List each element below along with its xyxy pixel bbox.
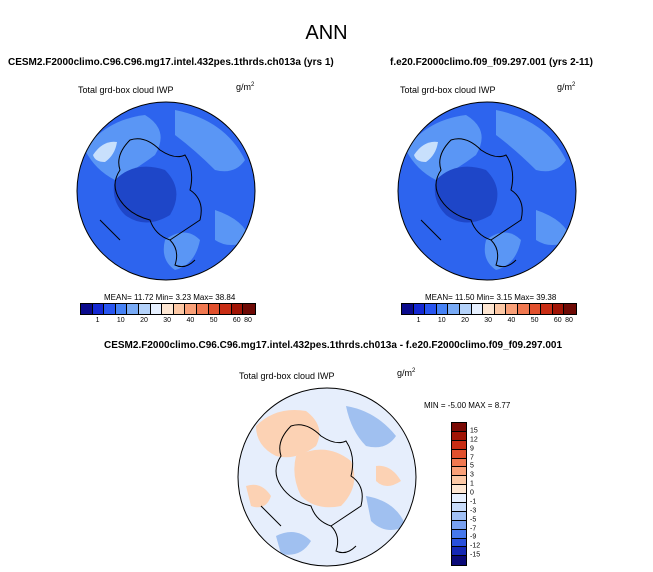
colorbar-tick-label: 10 — [116, 317, 125, 324]
colorbar-tick-label: 50 — [209, 317, 218, 324]
colorbar-swatch — [452, 440, 466, 450]
diff-polar-map — [237, 387, 417, 567]
colorbar-swatch — [115, 304, 128, 314]
colorbar-swatch — [452, 431, 466, 441]
colorbar-tick-label: 80 — [565, 317, 573, 324]
colorbar-swatch — [220, 304, 232, 314]
colorbar-swatch — [243, 304, 255, 314]
main-title: ANN — [305, 22, 348, 44]
colorbar-tick-label: -7 — [470, 525, 477, 532]
panel2-colorbar — [401, 303, 577, 315]
panel1-polar-map — [76, 101, 256, 281]
colorbar-swatch — [196, 304, 209, 314]
colorbar-tick-label: 1 — [416, 317, 421, 324]
colorbar-tick-label: 40 — [507, 317, 516, 324]
panel2-units: g/m2 — [557, 82, 576, 92]
colorbar-tick-label: -9 — [470, 533, 477, 541]
colorbar-tick-label: -15 — [470, 551, 481, 559]
colorbar-tick-label: 12 — [470, 436, 478, 444]
colorbar-swatch — [552, 304, 565, 314]
colorbar-swatch — [452, 476, 466, 486]
colorbar-swatch — [517, 304, 530, 314]
panel2-polar-map — [397, 101, 577, 281]
colorbar-swatch — [185, 304, 197, 314]
colorbar-swatch — [452, 529, 466, 539]
panel2-variable-label: Total grd-box cloud IWP — [400, 85, 496, 95]
colorbar-swatch — [138, 304, 151, 314]
colorbar-swatch — [452, 485, 466, 495]
colorbar-swatch — [459, 304, 472, 314]
colorbar-swatch — [92, 304, 105, 314]
colorbar-swatch — [208, 304, 221, 314]
colorbar-swatch — [452, 423, 466, 432]
colorbar-swatch — [452, 467, 466, 477]
colorbar-swatch — [529, 304, 542, 314]
colorbar-swatch — [452, 520, 466, 530]
colorbar-tick-label: 50 — [530, 317, 539, 324]
colorbar-tick-label: 3 — [470, 471, 474, 479]
colorbar-swatch — [541, 304, 553, 314]
colorbar-swatch — [452, 458, 466, 468]
colorbar-tick-label: 20 — [140, 317, 148, 324]
diff-colorbar — [451, 422, 467, 567]
colorbar-swatch — [452, 511, 466, 521]
colorbar-swatch — [471, 304, 484, 314]
colorbar-tick-label: -12 — [470, 542, 481, 550]
colorbar-swatch — [402, 304, 414, 314]
colorbar-tick-label: 60 — [232, 317, 241, 324]
colorbar-swatch — [452, 494, 466, 504]
colorbar-swatch — [81, 304, 93, 314]
colorbar-tick-label: 40 — [186, 317, 195, 324]
colorbar-swatch — [494, 304, 507, 314]
colorbar-tick-label: 10 — [437, 317, 446, 324]
colorbar-tick-label: -5 — [470, 516, 477, 524]
colorbar-swatch — [173, 304, 186, 314]
colorbar-swatch — [413, 304, 426, 314]
panel1-case-title: CESM2.F2000climo.C96.C96.mg17.intel.432p… — [8, 57, 334, 68]
colorbar-swatch — [452, 556, 466, 566]
colorbar-swatch — [452, 538, 466, 548]
colorbar-tick-label: 1 — [95, 317, 100, 324]
diff-stats: MIN = -5.00 MAX = 8.77 — [424, 401, 511, 410]
panel2-case-title: f.e20.F2000climo.f09_f09.297.001 (yrs 2-… — [390, 57, 593, 68]
colorbar-swatch — [452, 547, 466, 557]
colorbar-tick-label: 80 — [244, 317, 252, 324]
colorbar-swatch — [150, 304, 163, 314]
colorbar-tick-label: -3 — [470, 507, 477, 515]
panel1-variable-label: Total grd-box cloud IWP — [78, 85, 174, 95]
colorbar-swatch — [104, 304, 116, 314]
colorbar-tick-label: 30 — [484, 317, 493, 324]
colorbar-swatch — [506, 304, 518, 314]
panel1-colorbar — [80, 303, 256, 315]
colorbar-swatch — [162, 304, 174, 314]
panel2-stats: MEAN= 11.50 Min= 3.15 Max= 39.38 — [425, 293, 557, 302]
colorbar-swatch — [436, 304, 449, 314]
colorbar-tick-label: -1 — [470, 498, 477, 506]
colorbar-swatch — [564, 304, 576, 314]
colorbar-tick-label: 5 — [470, 462, 474, 470]
colorbar-tick-label: 7 — [470, 454, 474, 461]
colorbar-tick-label: 9 — [470, 445, 474, 453]
colorbar-tick-label: 60 — [553, 317, 562, 324]
diff-variable-label: Total grd-box cloud IWP — [239, 371, 335, 381]
colorbar-swatch — [448, 304, 460, 314]
colorbar-swatch — [452, 449, 466, 459]
colorbar-tick-label: 0 — [470, 489, 474, 497]
colorbar-swatch — [127, 304, 139, 314]
colorbar-tick-label: 1 — [470, 480, 474, 488]
colorbar-swatch — [452, 503, 466, 512]
diff-panel-title: CESM2.F2000climo.C96.C96.mg17.intel.432p… — [104, 340, 563, 351]
colorbar-tick-label: 30 — [163, 317, 172, 324]
colorbar-swatch — [231, 304, 244, 314]
panel1-units: g/m2 — [236, 82, 255, 92]
colorbar-swatch — [425, 304, 437, 314]
panel1-stats: MEAN= 11.72 Min= 3.23 Max= 38.84 — [104, 293, 236, 302]
colorbar-tick-label: 20 — [461, 317, 469, 324]
diff-units: g/m2 — [397, 368, 416, 378]
colorbar-tick-label: 15 — [470, 427, 478, 435]
colorbar-swatch — [483, 304, 495, 314]
